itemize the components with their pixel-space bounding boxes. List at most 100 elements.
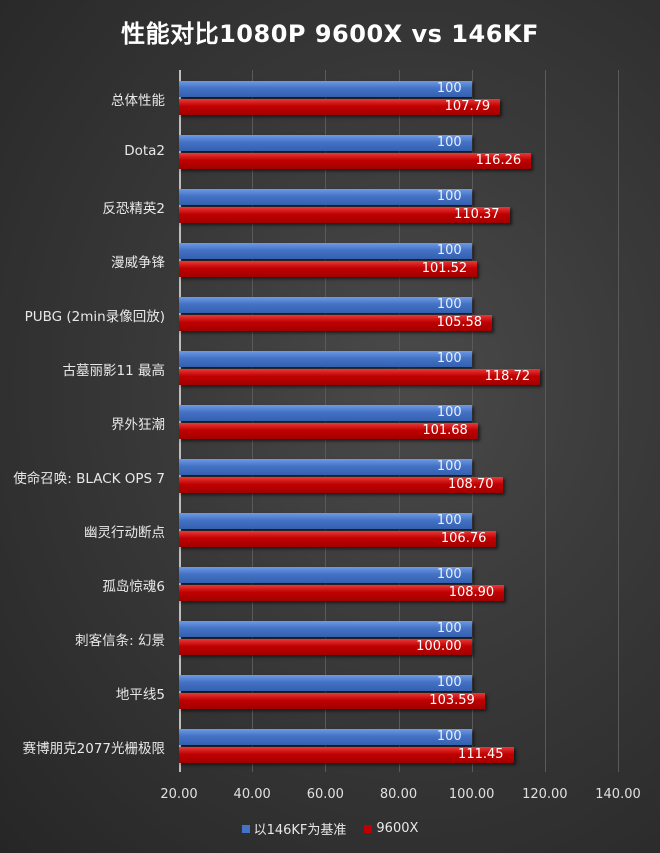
- category-label: 反恐精英2: [102, 201, 165, 217]
- bar-baseline[interactable]: 100: [179, 621, 472, 637]
- bar-9600x[interactable]: 106.76: [179, 531, 497, 547]
- bar-9600x[interactable]: 111.45: [179, 747, 514, 763]
- bar-9600x[interactable]: 116.26: [179, 153, 532, 169]
- gridline: [252, 70, 254, 772]
- x-tick-label: 100.00: [448, 787, 495, 802]
- bar-group: 100 111.45: [179, 718, 639, 772]
- data-label: 100: [436, 189, 462, 204]
- bar-9600x[interactable]: 103.59: [179, 693, 485, 709]
- category-label: 幽灵行动断点: [84, 525, 165, 541]
- data-label: 100: [436, 405, 462, 420]
- data-label: 111.45: [458, 747, 504, 762]
- data-label: 100: [436, 81, 462, 96]
- bar-9600x[interactable]: 107.79: [179, 99, 501, 115]
- legend-label-compare: 9600X: [376, 821, 419, 836]
- x-tick-label: 40.00: [233, 787, 271, 802]
- category-label: 刺客信条: 幻景: [75, 633, 165, 649]
- data-label: 100: [436, 729, 462, 744]
- category-label: 使命召唤: BLACK OPS 7: [13, 471, 165, 487]
- data-label: 100: [436, 243, 462, 258]
- category-label: 孤岛惊魂6: [102, 579, 165, 595]
- bar-group: 100 101.68: [179, 394, 639, 448]
- gridline: [398, 70, 400, 772]
- bar-group: 100 106.76: [179, 502, 639, 556]
- bar-group: 100 101.52: [179, 232, 639, 286]
- category-label: 地平线5: [115, 687, 165, 703]
- legend: 以146KF为基准 9600X: [0, 819, 660, 838]
- bar-9600x[interactable]: 101.52: [179, 261, 478, 277]
- bar-baseline[interactable]: 100: [179, 351, 472, 367]
- bar-baseline[interactable]: 100: [179, 567, 472, 583]
- category-label: PUBG (2min录像回放): [24, 309, 165, 325]
- legend-swatch-red-icon: [364, 824, 373, 833]
- bar-group: 100 110.37: [179, 178, 639, 232]
- legend-label-baseline: 以146KF为基准: [253, 823, 347, 838]
- x-tick-label: 80.00: [379, 787, 418, 802]
- bar-baseline[interactable]: 100: [179, 81, 472, 97]
- bar-baseline[interactable]: 100: [179, 243, 472, 259]
- bar-9600x[interactable]: 101.68: [179, 423, 478, 439]
- bar-group: 100 103.59: [179, 664, 639, 718]
- bar-baseline[interactable]: 100: [179, 459, 472, 475]
- bar-baseline[interactable]: 100: [179, 729, 472, 745]
- gridline: [544, 70, 546, 772]
- bar-group: 100 108.90: [179, 556, 639, 610]
- category-label: 赛博朋克2077光栅极限: [22, 741, 165, 757]
- data-label: 101.68: [422, 423, 468, 438]
- data-label: 110.37: [454, 207, 500, 222]
- gridline: [618, 70, 619, 772]
- data-label: 105.58: [436, 315, 483, 330]
- bar-group: 100 105.58: [179, 286, 639, 340]
- bar-9600x[interactable]: 108.90: [179, 585, 505, 601]
- data-label: 103.59: [429, 693, 475, 708]
- category-label: 漫威争锋: [111, 255, 165, 271]
- data-label: 100: [436, 459, 462, 474]
- bar-baseline[interactable]: 100: [179, 513, 472, 529]
- x-tick-label: 20.00: [160, 787, 198, 802]
- bar-baseline[interactable]: 100: [179, 675, 472, 691]
- bar-9600x[interactable]: 118.72: [179, 369, 541, 385]
- bar-baseline[interactable]: 100: [179, 189, 472, 205]
- x-tick-label: 60.00: [306, 787, 344, 802]
- y-axis-line: [179, 70, 181, 772]
- data-label: 118.72: [484, 369, 531, 384]
- data-label: 100: [436, 675, 462, 690]
- gridline: [471, 70, 473, 772]
- category-label: 古墓丽影11 最高: [62, 363, 165, 379]
- plot-area: 100 107.79 100 116.26 100 110.37 100 101.52 100 1…: [179, 70, 639, 772]
- bar-9600x[interactable]: 108.70: [179, 477, 504, 493]
- data-label: 100: [436, 513, 462, 528]
- x-tick-label: 140.00: [595, 787, 641, 802]
- chart-title: 性能对比1080P 9600X vs 146KF: [121, 20, 539, 48]
- category-label: 界外狂潮: [111, 417, 165, 433]
- data-label: 106.76: [440, 531, 487, 546]
- legend-item-compare[interactable]: 9600X: [364, 819, 418, 838]
- bar-9600x[interactable]: 110.37: [179, 207, 510, 223]
- bar-baseline[interactable]: 100: [179, 135, 472, 151]
- data-label: 100.00: [416, 639, 462, 654]
- data-label: 108.70: [447, 477, 494, 492]
- bar-group: 100 107.79: [179, 70, 639, 124]
- bar-group: 100 116.26: [179, 124, 639, 178]
- x-tick-label: 120.00: [522, 787, 568, 802]
- data-label: 100: [436, 135, 462, 150]
- data-label: 100: [436, 567, 462, 582]
- category-label: Dota2: [124, 143, 165, 159]
- bar-group: 100 108.70: [179, 448, 639, 502]
- legend-item-baseline[interactable]: 以146KF为基准: [241, 819, 347, 838]
- bar-9600x[interactable]: 100.00: [179, 639, 472, 655]
- category-label: 总体性能: [111, 93, 165, 109]
- bar-9600x[interactable]: 105.58: [179, 315, 493, 331]
- legend-swatch-blue-icon: [241, 824, 250, 833]
- gridline: [325, 70, 327, 772]
- bar-group: 100 100.00: [179, 610, 639, 664]
- data-label: 101.52: [421, 261, 468, 276]
- data-label: 108.90: [448, 585, 495, 600]
- data-label: 100: [436, 621, 462, 636]
- data-label: 116.26: [475, 153, 522, 168]
- bar-baseline[interactable]: 100: [179, 405, 472, 421]
- bar-group: 100 118.72: [179, 340, 639, 394]
- bar-baseline[interactable]: 100: [179, 297, 472, 313]
- data-label: 100: [436, 351, 462, 366]
- data-label: 107.79: [444, 99, 491, 114]
